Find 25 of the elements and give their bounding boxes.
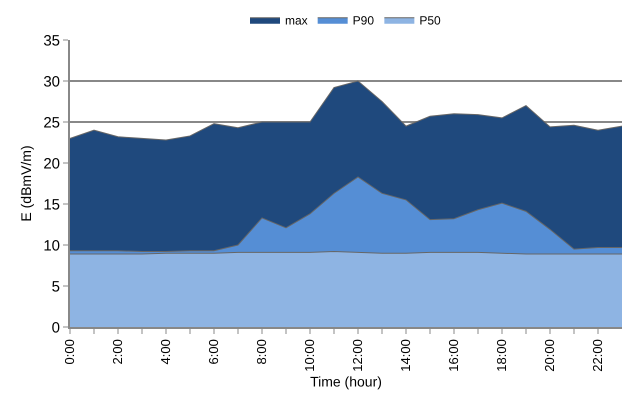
x-axis-title: Time (hour)	[310, 374, 382, 390]
legend-label: P90	[352, 13, 374, 28]
y-tick-label: 5	[52, 278, 60, 296]
y-tick-label: 0	[52, 319, 60, 336]
x-tick-label: 6:00	[206, 339, 222, 365]
y-tick-label: 30	[43, 73, 60, 90]
x-tick-label: 4:00	[158, 339, 174, 365]
x-tick-label: 8:00	[254, 339, 270, 365]
x-tick-label: 18:00	[494, 339, 510, 372]
x-tick-label: 2:00	[110, 339, 126, 365]
x-tick-label: 0:00	[62, 339, 78, 365]
x-tick-label: 10:00	[302, 339, 318, 372]
y-tick-label: 10	[43, 237, 60, 254]
legend-label: max	[285, 13, 308, 28]
y-axis-title: E (dBmV/m)	[18, 145, 34, 222]
x-tick-label: 22:00	[590, 339, 606, 372]
x-tick-label: 12:00	[350, 339, 366, 372]
y-tick-label: 20	[43, 155, 60, 172]
x-tick-label: 16:00	[446, 339, 462, 372]
x-tick-label: 20:00	[542, 339, 558, 372]
y-tick-label: 15	[43, 196, 60, 214]
y-tick-label: 35	[43, 32, 60, 50]
x-tick-label: 14:00	[398, 339, 414, 372]
y-tick-label: 25	[43, 114, 60, 132]
legend-label: P50	[419, 13, 442, 28]
